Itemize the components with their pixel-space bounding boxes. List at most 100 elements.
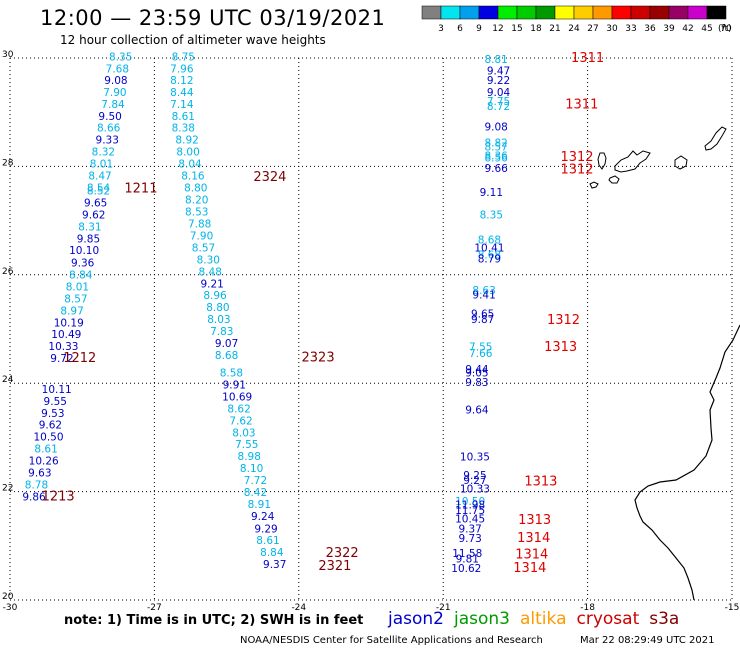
wave-height-label: 9.44 [465, 364, 489, 376]
wave-height-label: 10.50 [455, 496, 485, 508]
wave-height-label: 8.98 [238, 451, 261, 463]
wave-height-label: 8.04 [178, 158, 202, 170]
wave-height-label: 8.38 [172, 123, 195, 135]
wave-height-label: 11.75 [455, 505, 485, 517]
lat-tick-label: 26 [2, 267, 14, 277]
wave-height-label: 9.55 [44, 396, 67, 408]
wave-height-label: 7.72 [244, 475, 267, 487]
wave-height-label: 8.01 [66, 282, 89, 294]
wave-height-label: 9.07 [215, 338, 238, 350]
legend-label: 21 [549, 24, 560, 34]
wave-height-label: 9.86 [22, 491, 46, 503]
wave-height-label: 8.57 [484, 142, 507, 154]
wave-height-label: 10.49 [51, 329, 81, 341]
legend-label: 18 [530, 24, 542, 34]
footer-credit: NOAA/NESDIS Center for Satellite Applica… [240, 635, 543, 646]
wave-height-label: 8.80 [184, 182, 207, 194]
map-grid [9, 57, 733, 601]
time-tag-label: 1312 [547, 313, 580, 328]
time-tag-label: 1212 [63, 351, 96, 366]
wave-height-map: 8.357.689.087.907.849.508.669.338.328.01… [2, 50, 740, 613]
wave-height-label: 8.72 [487, 101, 510, 113]
island-gran-canaria [674, 155, 688, 170]
wave-height-label: 9.22 [487, 75, 510, 87]
wave-height-label: 8.68 [478, 234, 501, 246]
legend-label: 70 [720, 24, 732, 34]
time-tag-label: 1314 [515, 547, 548, 562]
wave-height-label: 7.55 [469, 342, 492, 354]
island-tenerife [614, 150, 651, 173]
legend-label: 24 [568, 24, 580, 34]
wave-height-label: 8.61 [256, 535, 279, 547]
time-tag-label: 1311 [565, 97, 598, 112]
time-tag-label: 1313 [524, 475, 557, 490]
wave-height-label: 9.73 [458, 533, 481, 545]
wave-height-label: 8.32 [92, 147, 115, 159]
wave-height-label: 8.56 [484, 153, 508, 165]
wave-height-label: 10.26 [29, 456, 59, 468]
wave-height-label: 8.68 [215, 350, 238, 362]
time-tag-label: 1211 [124, 181, 157, 196]
wave-height-label: 10.33 [48, 341, 78, 353]
wave-height-label: 7.90 [103, 87, 126, 99]
wave-height-label: 8.92 [175, 135, 198, 147]
wave-height-label: 8.58 [220, 368, 243, 380]
wave-height-label: 9.04 [487, 87, 511, 99]
wave-height-label: 9.66 [484, 163, 508, 175]
wave-height-label: 8.84 [260, 547, 284, 559]
wave-height-label: 8.57 [64, 293, 87, 305]
time-tag-label: 2324 [253, 170, 286, 185]
wave-height-label: 7.83 [210, 326, 233, 338]
wave-height-label: 7.55 [235, 439, 258, 451]
wave-height-label: 8.10 [240, 463, 263, 475]
wave-height-label: 8.68 [478, 250, 501, 262]
time-tag-label: 1312 [560, 162, 593, 177]
wave-height-label: 9.83 [465, 377, 488, 389]
wave-height-label: 8.97 [60, 305, 83, 317]
wave-height-label: 9.29 [254, 523, 277, 535]
time-tag-label: 1313 [518, 513, 551, 528]
time-tag-label: 1213 [42, 489, 75, 504]
wave-height-label: 8.75 [172, 52, 195, 64]
wave-height-label: 10.62 [451, 563, 481, 575]
wave-height-values: 8.357.689.087.907.849.508.669.338.328.01… [22, 52, 510, 575]
lat-tick-label: 22 [2, 484, 13, 494]
wave-height-label: 9.53 [41, 408, 64, 420]
wave-height-label: 8.35 [480, 209, 503, 221]
wave-height-label: 9.08 [484, 122, 507, 134]
lon-tick-label: -18 [580, 603, 595, 613]
wave-height-label: 9.21 [200, 278, 223, 290]
wave-height-label: 10.33 [460, 484, 490, 496]
coastline [589, 126, 740, 601]
wave-height-label: 7.88 [188, 219, 211, 231]
time-tag-label: 1314 [517, 531, 550, 546]
legend-label: 15 [511, 24, 522, 34]
wave-height-label: 7.96 [170, 64, 194, 76]
wave-height-label: 8.03 [232, 427, 255, 439]
wave-height-label: 8.96 [203, 290, 227, 302]
wave-height-label: 9.50 [98, 111, 121, 123]
legend-label: 6 [457, 24, 463, 34]
wave-height-label: 7.90 [190, 231, 213, 243]
wave-height-label: 9.37 [458, 523, 481, 535]
legend-label: 36 [644, 24, 656, 34]
wave-height-label: 7.66 [469, 348, 493, 360]
wave-height-label: 8.81 [484, 54, 507, 66]
footer-note: note: 1) Time is in UTC; 2) SWH is in fe… [64, 613, 364, 628]
lon-tick-label: -24 [291, 603, 306, 613]
wave-height-label: 9.62 [82, 209, 105, 221]
wave-height-label: 8.78 [25, 479, 48, 491]
wave-height-label: 8.00 [176, 147, 199, 159]
wave-height-label: 8.80 [206, 302, 229, 314]
wave-height-label: 8.42 [244, 487, 267, 499]
wave-height-label: 8.57 [192, 242, 215, 254]
wave-height-label: 8.61 [34, 444, 57, 456]
wave-height-label: 8.01 [90, 158, 113, 170]
wave-height-label: 9.37 [263, 559, 286, 571]
axis-tick-labels: -30 -27 -24 -21 -18 -15 30 28 26 24 22 20 [2, 50, 739, 613]
legend-label: 12 [492, 24, 503, 34]
wave-height-label: 10.69 [222, 392, 252, 404]
wave-height-label: 8.66 [97, 123, 121, 135]
wave-height-label: 9.91 [223, 380, 246, 392]
